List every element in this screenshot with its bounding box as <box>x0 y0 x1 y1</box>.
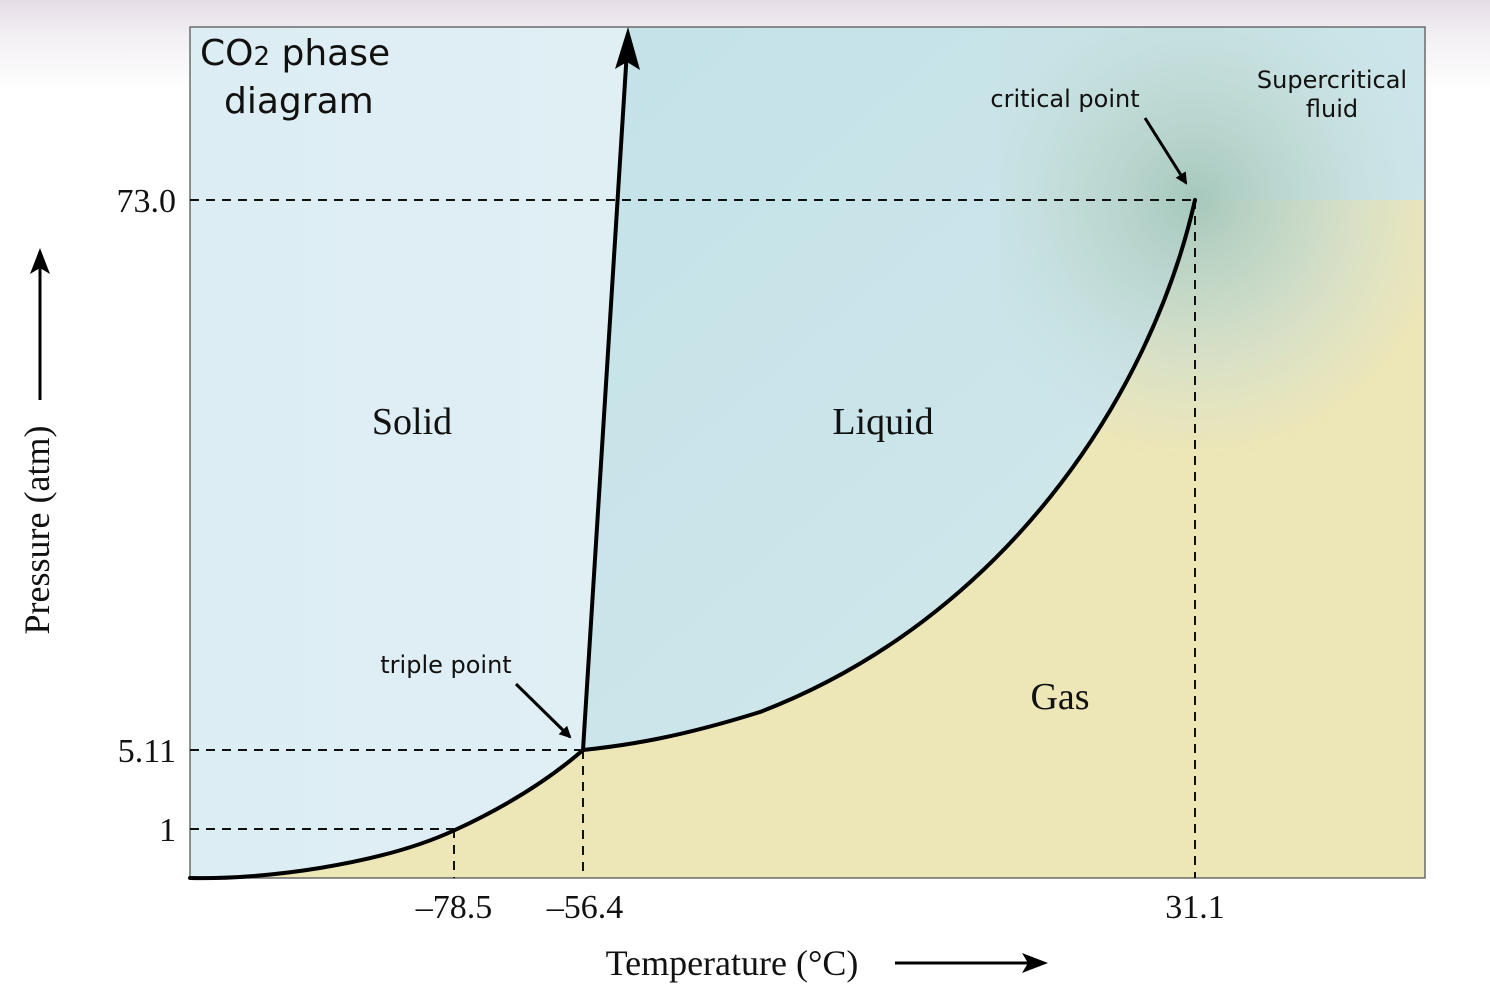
x-tick-minus-78-5: –78.5 <box>415 889 493 926</box>
gas-label: Gas <box>1030 676 1089 718</box>
gas-region <box>190 200 1425 879</box>
title-co-text: CO <box>200 33 253 74</box>
title-subscript: 2 <box>253 42 270 72</box>
supercritical-region <box>1000 27 1425 467</box>
diagram-title-line2: diagram <box>224 81 374 122</box>
sublimation-curve <box>188 748 585 881</box>
supercritical-label-line1: Supercritical <box>1257 66 1407 94</box>
solid-label: Solid <box>372 401 452 443</box>
melting-curve-arrowhead <box>615 27 640 70</box>
y-tick-73-0: 73.0 <box>117 183 177 220</box>
critical-point-pointer <box>1143 117 1188 185</box>
x-axis-arrowhead <box>1022 953 1048 973</box>
diagram-title: CO2 phase <box>200 33 390 74</box>
y-axis-arrowhead <box>30 248 50 274</box>
y-tick-5-11: 5.11 <box>118 733 176 770</box>
title-phase-text: phase <box>270 33 390 74</box>
x-tick-31-1: 31.1 <box>1165 889 1225 926</box>
liquid-label: Liquid <box>832 401 933 443</box>
triple-point-label: triple point <box>380 651 511 679</box>
melting-curve <box>581 48 629 752</box>
vaporization-curve <box>581 198 1197 752</box>
y-tick-1: 1 <box>159 812 176 849</box>
plot-frame <box>189 26 1426 879</box>
critical-point-label: critical point <box>990 85 1139 113</box>
triple-point-pointer <box>514 682 572 739</box>
x-tick-minus-56-4: –56.4 <box>546 889 624 926</box>
y-axis-label: Pressure (atm) <box>17 426 57 635</box>
x-axis-label: Temperature (°C) <box>606 943 859 983</box>
supercritical-label-line2: fluid <box>1306 95 1358 123</box>
